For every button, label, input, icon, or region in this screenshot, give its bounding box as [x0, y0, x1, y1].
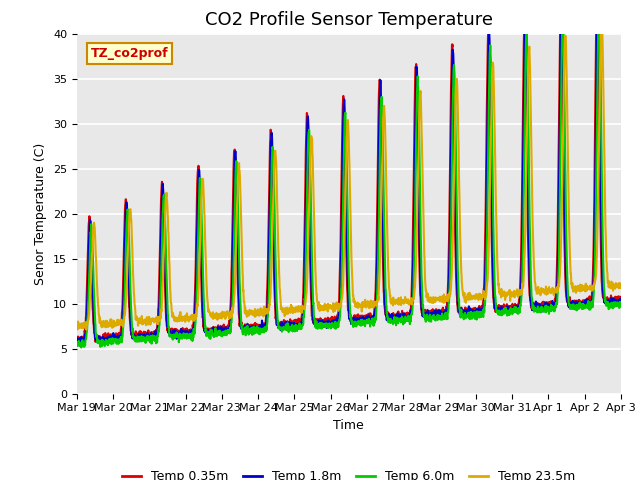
Temp 6.0m: [523, 31, 531, 36]
Temp 0.35m: [76, 340, 84, 346]
Temp 0.35m: [584, 297, 592, 303]
Temp 6.0m: [570, 305, 577, 311]
Temp 0.35m: [376, 96, 384, 101]
Temp 0.35m: [570, 299, 577, 304]
Temp 6.0m: [584, 298, 592, 304]
Legend: Temp 0.35m, Temp 1.8m, Temp 6.0m, Temp 23.5m: Temp 0.35m, Temp 1.8m, Temp 6.0m, Temp 2…: [117, 465, 580, 480]
Temp 1.8m: [365, 315, 372, 321]
Temp 6.0m: [365, 320, 372, 326]
Temp 6.0m: [617, 300, 625, 306]
Line: Temp 23.5m: Temp 23.5m: [77, 34, 621, 330]
Line: Temp 1.8m: Temp 1.8m: [77, 34, 621, 345]
Temp 23.5m: [73, 322, 81, 328]
Temp 0.35m: [73, 336, 81, 342]
Temp 23.5m: [225, 313, 232, 319]
Title: CO2 Profile Sensor Temperature: CO2 Profile Sensor Temperature: [205, 11, 493, 29]
Temp 1.8m: [225, 328, 232, 334]
Temp 1.8m: [570, 302, 577, 308]
Temp 1.8m: [79, 342, 86, 348]
Temp 1.8m: [485, 31, 493, 36]
Temp 1.8m: [617, 299, 625, 304]
Temp 0.35m: [484, 31, 492, 36]
X-axis label: Time: Time: [333, 419, 364, 432]
Temp 1.8m: [73, 340, 81, 346]
Line: Temp 6.0m: Temp 6.0m: [77, 34, 621, 348]
Temp 23.5m: [507, 292, 515, 298]
Temp 1.8m: [508, 306, 515, 312]
Temp 23.5m: [584, 284, 592, 290]
Temp 6.0m: [225, 327, 232, 333]
Temp 23.5m: [597, 31, 605, 36]
Temp 0.35m: [617, 295, 625, 301]
Temp 23.5m: [376, 240, 384, 246]
Temp 23.5m: [569, 285, 577, 290]
Temp 6.0m: [507, 310, 515, 315]
Temp 23.5m: [83, 327, 90, 333]
Temp 1.8m: [376, 77, 384, 83]
Line: Temp 0.35m: Temp 0.35m: [77, 34, 621, 343]
Temp 0.35m: [508, 306, 515, 312]
Temp 23.5m: [617, 284, 625, 289]
Temp 6.0m: [73, 341, 81, 347]
Temp 6.0m: [77, 345, 85, 350]
Temp 1.8m: [584, 300, 592, 305]
Temp 23.5m: [365, 299, 372, 305]
Temp 0.35m: [365, 313, 372, 319]
Temp 0.35m: [225, 321, 232, 327]
Y-axis label: Senor Temperature (C): Senor Temperature (C): [35, 143, 47, 285]
Temp 6.0m: [376, 121, 384, 127]
Text: TZ_co2prof: TZ_co2prof: [90, 47, 168, 60]
